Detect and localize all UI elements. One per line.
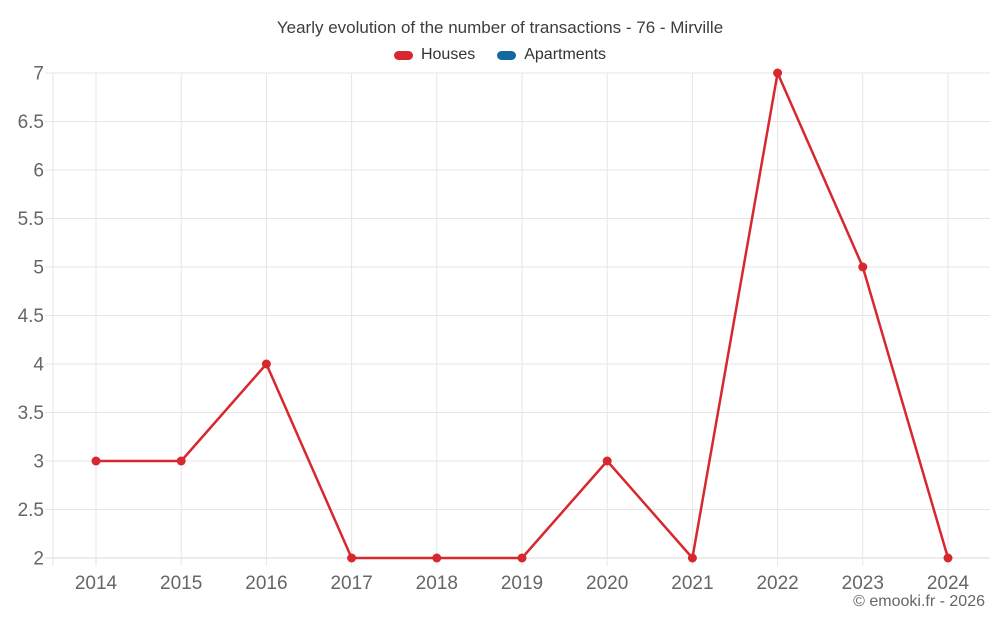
y-tick-label: 6.5 [18, 112, 44, 133]
x-tick-label: 2021 [671, 573, 713, 594]
y-tick-label: 5.5 [18, 209, 44, 230]
legend: Houses Apartments [0, 46, 1000, 64]
y-tick-label: 5 [33, 258, 44, 279]
x-tick-label: 2015 [160, 573, 202, 594]
y-tick-label: 4.5 [18, 306, 44, 327]
chart-title: Yearly evolution of the number of transa… [276, 18, 724, 37]
houses-series [91, 68, 953, 563]
x-tick-label: 2023 [842, 573, 884, 594]
y-tick-label: 3.5 [18, 403, 44, 424]
x-tick-label: 2020 [586, 573, 628, 594]
copyright-text: © emooki.fr - 2026 [853, 593, 985, 610]
x-tick-label: 2017 [330, 573, 372, 594]
apartments-legend-swatch-icon [497, 50, 517, 60]
houses-point-2023 [858, 262, 868, 272]
x-tick-label: 2016 [245, 573, 287, 594]
legend-label-apartments: Apartments [524, 46, 607, 63]
houses-point-2015 [176, 456, 186, 466]
x-tick-label: 2019 [501, 573, 543, 594]
y-axis-labels: 2 2.5 3 3.5 4 4.5 5 5.5 6 6.5 7 [18, 64, 45, 570]
houses-point-2016 [261, 359, 271, 369]
houses-legend-swatch-icon [393, 50, 413, 60]
houses-point-2019 [517, 553, 527, 563]
houses-point-2020 [602, 456, 612, 466]
legend-item-apartments[interactable]: Apartments [497, 46, 606, 64]
y-tick-label: 6 [33, 161, 44, 182]
y-tick-label: 2 [33, 549, 44, 570]
x-tick-label: 2022 [756, 573, 798, 594]
legend-item-houses[interactable]: Houses [393, 46, 476, 64]
x-axis-labels: 2014 2015 2016 2017 2018 2019 2020 2021 2022 2023… [75, 573, 970, 594]
y-tick-label: 4 [33, 355, 44, 376]
houses-point-2017 [347, 553, 357, 563]
y-tick-label: 7 [33, 64, 44, 85]
legend-label-houses: Houses [420, 46, 476, 63]
x-tick-label: 2024 [927, 573, 970, 594]
houses-point-2022 [773, 68, 783, 78]
x-gridlines [95, 73, 949, 566]
y-tick-label: 3 [33, 452, 44, 473]
houses-point-2018 [432, 553, 442, 563]
houses-point-2021 [687, 553, 697, 563]
houses-point-2014 [91, 456, 101, 466]
y-gridlines [45, 72, 990, 559]
x-tick-label: 2018 [416, 573, 458, 594]
houses-point-2024 [943, 553, 953, 563]
x-tick-label: 2014 [75, 573, 118, 594]
y-tick-label: 2.5 [18, 500, 44, 521]
